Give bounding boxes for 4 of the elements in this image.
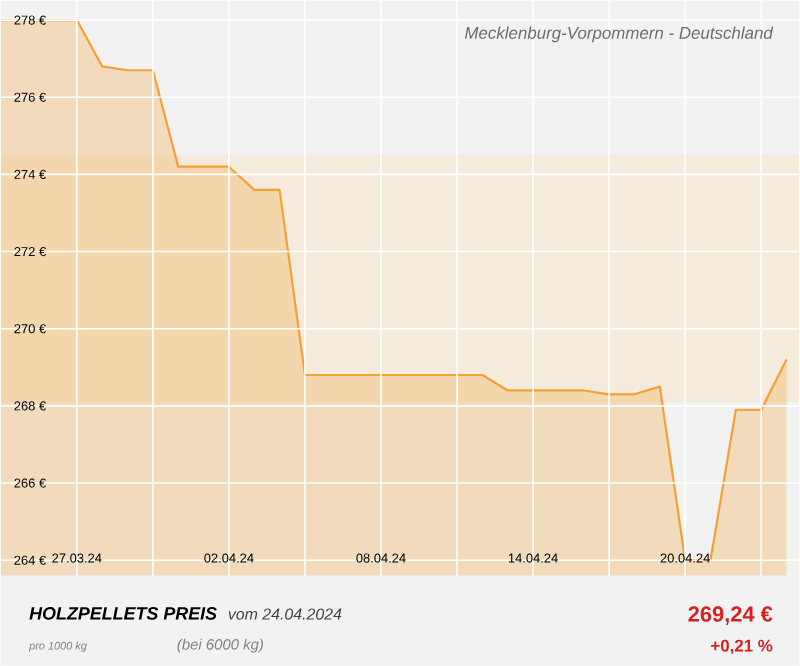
text: Mecklenburg-Vorpommern - Deutschland: [464, 26, 774, 43]
text: HOLZPELLETS PREIS: [29, 607, 217, 620]
text: +0,21 %: [711, 639, 773, 655]
text: 269,24 €: [688, 606, 773, 626]
